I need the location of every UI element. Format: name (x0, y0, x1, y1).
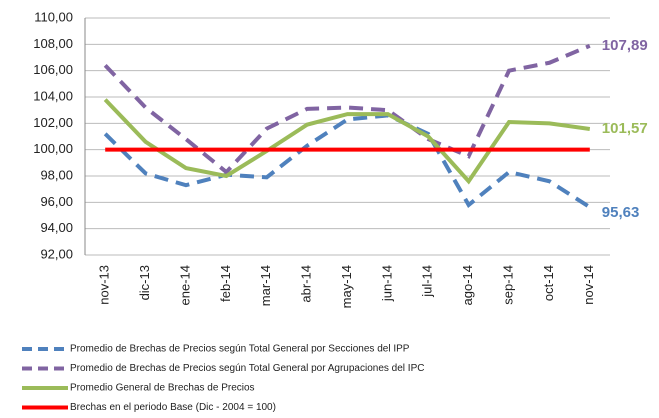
x-tick-label: abr-14 (299, 265, 314, 303)
x-tick-label: sep-14 (500, 265, 515, 305)
series-line (103, 43, 591, 175)
y-tick-label: 94,00 (40, 220, 73, 235)
y-tick-label: 98,00 (40, 167, 73, 182)
series-line (103, 113, 591, 209)
x-tick-label: ene-14 (177, 265, 192, 305)
y-tick-label: 92,00 (40, 246, 73, 261)
value-label: 95,63 (602, 204, 640, 221)
y-tick-label: 96,00 (40, 194, 73, 209)
value-label: 101,57 (602, 120, 648, 137)
legend-label: Promedio General de Brechas de Precios (70, 383, 255, 394)
y-tick-label: 104,00 (33, 88, 73, 103)
y-tick-label: 110,00 (34, 9, 73, 24)
y-tick-label: 102,00 (33, 115, 73, 130)
legend-label: Brechas en el periodo Base (Dic - 2004 =… (70, 402, 276, 413)
y-tick-label: 100,00 (33, 141, 73, 156)
x-tick-label: feb-14 (218, 265, 233, 302)
x-tick-label: nov-14 (581, 265, 596, 305)
series-line (103, 98, 591, 185)
y-tick-label: 108,00 (33, 36, 73, 51)
x-tick-label: ago-14 (460, 265, 475, 305)
x-tick-label: mar-14 (258, 265, 273, 306)
y-tick-label: 106,00 (33, 62, 73, 77)
x-tick-label: dic-13 (137, 265, 152, 300)
x-tick-label: oct-14 (541, 265, 556, 301)
x-tick-label: may-14 (339, 265, 354, 308)
x-tick-label: nov-13 (97, 265, 112, 305)
x-tick-label: jul-14 (420, 265, 435, 298)
value-label: 107,89 (602, 37, 648, 54)
legend-label: Promedio de Brechas de Precios según Tot… (70, 344, 410, 355)
x-tick-label: jun-14 (379, 265, 394, 302)
legend-label: Promedio de Brechas de Precios según Tot… (70, 363, 424, 374)
